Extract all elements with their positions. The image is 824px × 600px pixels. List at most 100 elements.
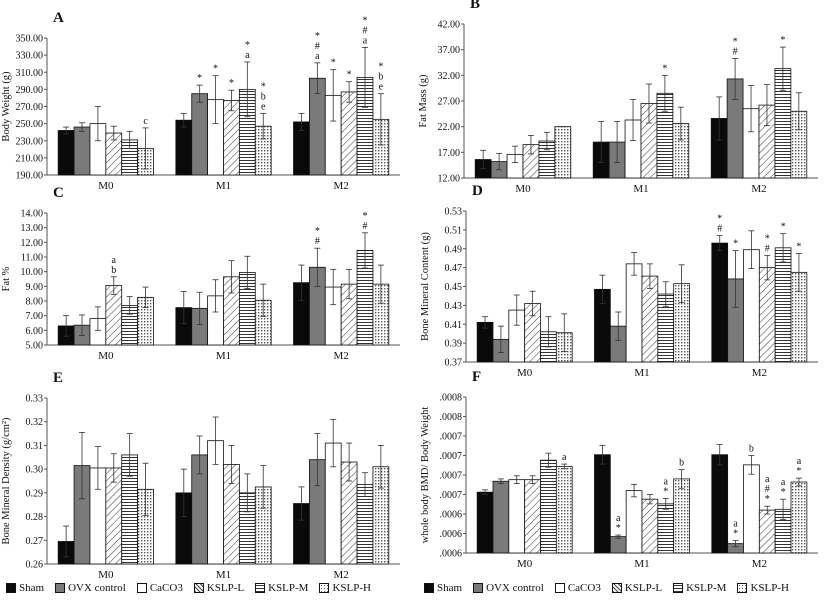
bar-caco3-m2 — [743, 464, 760, 554]
x-tick-label: M1 — [216, 569, 231, 581]
legend-swatch-ovx-control — [473, 583, 484, 593]
error-bar — [212, 75, 219, 125]
y-tick-label: 0.53 — [445, 207, 463, 218]
significance-label: b — [378, 72, 383, 83]
y-tick-label: 0.47 — [445, 263, 463, 274]
y-tick-label: 0.28 — [26, 512, 44, 523]
legend-swatch-ovx-control — [55, 583, 66, 593]
x-tick-label: M1 — [216, 180, 231, 192]
error-bar — [482, 489, 489, 495]
significance-label: c — [143, 116, 148, 127]
significance-label: * — [197, 73, 202, 84]
error-bar — [212, 279, 219, 313]
legend-label-kslp-h: KSLP-H — [332, 582, 371, 594]
error-bar — [196, 84, 203, 103]
legend-item-kslp-h: KSLP-H — [319, 582, 371, 594]
error-bar — [615, 534, 622, 539]
bar-kslp-l-m1 — [641, 275, 659, 363]
error-bar — [795, 477, 802, 487]
error-bar — [662, 281, 669, 307]
significance-label: * — [781, 222, 786, 233]
y-tick-label: 0.43 — [445, 301, 463, 312]
legend-swatch-sham — [6, 583, 16, 593]
y-tick-label: 0.41 — [445, 320, 463, 331]
error-bar — [646, 263, 653, 289]
significance-label: * — [229, 78, 234, 89]
x-tick-label: M0 — [517, 558, 533, 570]
error-bar — [63, 126, 70, 135]
bar-kslp-h-m1 — [673, 478, 690, 554]
error-bar — [228, 89, 235, 112]
y-tick-label: .0006 — [440, 529, 463, 540]
bar-kslp-h-m0 — [554, 126, 572, 179]
error-bar — [260, 465, 267, 509]
panel-e: E 0.26 0.27 0.28 0.29 0.30 0.31 0.32 0.33 Bone Mi… — [1, 370, 400, 581]
error-bar — [482, 316, 489, 329]
significance-label: * — [781, 487, 786, 498]
x-tick-label: M0 — [98, 569, 114, 581]
y-tick-label: 0.37 — [445, 358, 463, 369]
x-tick-label: M0 — [98, 350, 114, 362]
error-bar — [260, 112, 267, 140]
error-bar — [212, 416, 219, 465]
x-tick-label: M2 — [752, 367, 767, 379]
significance-label: a — [363, 35, 368, 46]
y-axis-label: Bone Mineral Content (g) — [420, 232, 431, 341]
error-bar — [314, 247, 321, 287]
significance-label: * — [663, 486, 668, 497]
error-bar — [79, 431, 86, 500]
y-tick-label: 290.00 — [16, 85, 44, 96]
y-tick-label: 330.00 — [16, 51, 44, 62]
panel-letter: E — [53, 370, 63, 386]
significance-label: * — [780, 35, 785, 46]
y-tick-label: 0.26 — [26, 560, 44, 571]
legend-swatch-kslp-m — [673, 583, 684, 593]
bar-kslp-h-m2 — [790, 481, 808, 554]
error-bar — [330, 69, 337, 122]
error-bar — [599, 444, 606, 465]
error-bar — [330, 269, 337, 306]
significance-label: # — [362, 221, 367, 232]
error-bar — [79, 122, 86, 132]
significance-label: * — [378, 62, 383, 73]
legend-item-kslp-m: KSLP-M — [255, 582, 308, 594]
error-bar — [631, 483, 638, 498]
legend-swatch-sham — [424, 583, 434, 593]
error-bar — [545, 316, 552, 348]
error-bar — [110, 125, 117, 141]
error-bar — [346, 442, 353, 482]
significance-label: * — [733, 529, 738, 540]
error-bar — [614, 121, 621, 164]
error-bar — [527, 134, 534, 155]
legend-item-kslp-l: KSLP-L — [611, 582, 662, 594]
error-bar — [196, 435, 203, 475]
legend-item-sham: Sham — [6, 582, 44, 594]
error-bar — [180, 291, 187, 325]
legend-label-ovx-control: OVX control — [68, 582, 126, 594]
x-tick-label: M2 — [334, 180, 349, 192]
significance-label: * — [765, 233, 770, 244]
panel-b: B 12.00 17.00 22.00 27.00 32.00 37.00 42.00 Fat … — [418, 0, 818, 195]
significance-label: * — [662, 63, 667, 74]
error-bar — [180, 468, 187, 517]
significance-label: * — [733, 239, 738, 250]
legend-swatch-caco3 — [554, 583, 565, 593]
error-bar — [561, 463, 568, 470]
bar-kslp-l-m1 — [641, 498, 659, 554]
error-bar — [314, 433, 321, 487]
significance-label: a — [797, 456, 802, 467]
y-axis-label: Fat % — [1, 266, 12, 291]
significance-label: * — [347, 70, 352, 81]
error-bar — [260, 283, 267, 317]
error-bar — [748, 230, 755, 269]
bar-sham-m0 — [476, 491, 494, 554]
error-bar — [732, 540, 739, 548]
error-bar — [361, 232, 368, 269]
bar-sham-m1 — [594, 454, 611, 554]
error-bar — [795, 92, 802, 131]
error-bar — [126, 130, 133, 149]
bar-kslp-m-m0 — [540, 459, 557, 554]
error-bar — [497, 325, 504, 353]
y-tick-label: 6.00 — [26, 326, 44, 337]
error-bar — [646, 494, 653, 505]
